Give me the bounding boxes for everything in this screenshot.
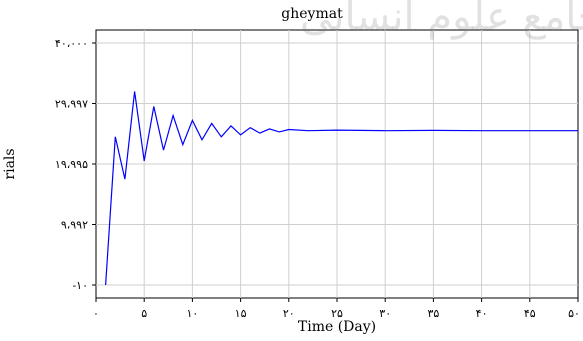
- x-tick-label: ۴۵: [524, 307, 536, 320]
- x-axis-title: Time (Day): [298, 319, 376, 335]
- y-tick-label: ۹،۹۹۲: [61, 219, 88, 232]
- y-axis-ticks: -۱۰ ۹،۹۹۲ ۱۹،۹۹۵ ۲۹،۹۹۷ ۴۰،۰۰۰: [55, 37, 96, 292]
- x-tick-label: ۱۵: [235, 307, 247, 320]
- y-tick-label: -۱۰: [72, 279, 88, 292]
- x-tick-label: ۱۰: [186, 307, 198, 320]
- x-tick-label: ۵۰: [568, 307, 580, 320]
- x-tick-label: ۳۰: [379, 307, 391, 320]
- x-tick-label: ۰: [93, 307, 99, 320]
- series-layer: [105, 91, 578, 286]
- x-tick-label: ۴۰: [476, 307, 488, 320]
- series-line-0: [105, 91, 578, 286]
- y-axis-title: rials: [2, 148, 18, 179]
- y-tick-label: ۴۰،۰۰۰: [55, 37, 88, 50]
- grid-lines: [96, 30, 578, 298]
- x-tick-label: ۵: [141, 307, 147, 320]
- x-axis-ticks: ۰ ۵ ۱۰ ۱۵ ۲۰ ۲۵ ۳۰ ۳۵ ۴۰ ۴۵ ۵۰: [93, 298, 580, 320]
- x-tick-label: ۲۵: [331, 307, 343, 320]
- y-tick-label: ۲۹،۹۹۷: [55, 98, 88, 111]
- chart-title: gheymat: [281, 6, 343, 22]
- x-tick-label: ۳۵: [427, 307, 439, 320]
- x-tick-label: ۲۰: [283, 307, 295, 320]
- y-tick-label: ۱۹،۹۹۵: [55, 158, 88, 171]
